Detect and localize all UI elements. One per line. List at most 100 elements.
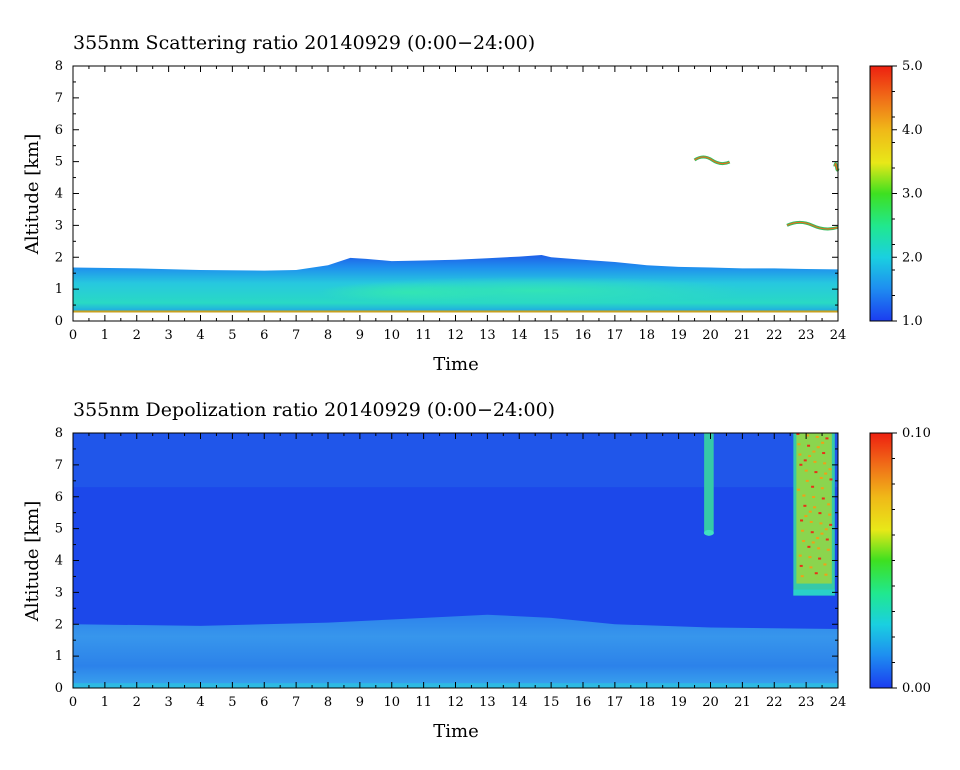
x-tick-label: 4 — [196, 328, 204, 343]
high-depolarization-speckle — [814, 471, 818, 474]
x-tick-label: 11 — [415, 328, 432, 343]
high-depolarization-speckle — [829, 523, 833, 526]
x-tick-label: 9 — [356, 328, 364, 343]
high-depolarization-speckle — [816, 446, 820, 449]
high-depolarization-speckle — [802, 494, 806, 497]
high-depolarization-speckle — [809, 520, 813, 523]
high-depolarization-speckle — [805, 479, 809, 482]
x-tick-label: 10 — [383, 695, 400, 710]
x-tick-label: 15 — [543, 695, 560, 710]
scattering-ratio-panel: 355nm Scattering ratio 20140929 (0:00−24… — [22, 32, 923, 375]
x-tick-label: 10 — [383, 328, 400, 343]
y-axis-label: Altitude [km] — [22, 134, 43, 256]
high-depolarization-speckle — [804, 515, 808, 518]
x-tick-label: 2 — [133, 328, 141, 343]
high-depolarization-speckle — [803, 504, 807, 507]
depolarization-ratio-data — [73, 433, 838, 688]
y-tick-label: 2 — [55, 617, 63, 632]
high-depolarization-speckle — [825, 437, 829, 440]
y-tick-label: 8 — [55, 426, 63, 441]
x-tick-label: 4 — [196, 695, 204, 710]
colorbar-tick-label: 4.0 — [902, 123, 923, 138]
y-tick-label: 0 — [55, 681, 63, 696]
x-tick-label: 22 — [766, 328, 783, 343]
colorbar-ticks: 0.00 0.10 — [892, 426, 931, 696]
high-depolarization-speckle — [804, 469, 808, 472]
x-tick-label: 3 — [164, 695, 172, 710]
colorbar-tick-label: 1.0 — [902, 314, 923, 329]
chart-title: 355nm Depolization ratio 20140929 (0:00−… — [73, 399, 555, 421]
x-tick-label: 22 — [766, 695, 783, 710]
high-depolarization-speckle — [813, 506, 817, 509]
high-depolarization-speckle — [820, 532, 824, 535]
high-depolarization-speckle — [811, 541, 815, 544]
x-tick-label: 17 — [607, 328, 624, 343]
x-tick-label: 0 — [69, 328, 77, 343]
x-tick-label: 18 — [638, 328, 655, 343]
x-tick-label: 16 — [575, 328, 592, 343]
high-depolarization-speckle — [800, 519, 804, 522]
x-tick-label: 7 — [292, 695, 300, 710]
x-tick-label: 1 — [101, 695, 109, 710]
high-depolarization-speckle — [797, 443, 801, 446]
x-tick-label: 18 — [638, 695, 655, 710]
cloud-base — [793, 589, 835, 596]
y-tick-label: 6 — [55, 123, 63, 138]
high-depolarization-speckle — [798, 453, 802, 456]
x-tick-label: 8 — [324, 695, 332, 710]
colorbar-tick-label: 0.10 — [902, 426, 931, 441]
high-depolarization-speckle — [819, 476, 823, 479]
y-tick-label: 1 — [55, 282, 63, 297]
x-tick-label: 23 — [798, 328, 815, 343]
high-depolarization-speckle — [802, 539, 806, 542]
plot-axes: 0 1 2 3 4 5 6 7 8 9 10 11 12 13 14 15 16 17 18 19 20 21 22 23 24… — [55, 426, 847, 710]
high-depolarization-speckle — [824, 528, 828, 531]
x-tick-label: 1 — [101, 328, 109, 343]
high-depolarization-speckle — [803, 459, 807, 462]
plot-axes: 0 1 2 3 4 5 6 7 8 9 10 11 12 13 14 15 16 17 18 19 20 21 22 23 24… — [55, 59, 847, 343]
colorbar-tick-label: 5.0 — [902, 59, 923, 74]
high-depolarization-speckle — [826, 548, 830, 551]
x-tick-label: 20 — [702, 328, 719, 343]
x-tick-label: 19 — [670, 695, 687, 710]
high-depolarization-speckle — [797, 488, 801, 491]
high-depolarization-speckle — [811, 485, 815, 488]
high-depolarization-speckle — [810, 531, 814, 534]
y-tick-label: 3 — [55, 218, 63, 233]
colorbar-tick-label: 0.00 — [902, 681, 931, 696]
high-depolarization-speckle — [819, 522, 823, 525]
y-tick-label: 6 — [55, 490, 63, 505]
high-depolarization-speckle — [820, 487, 824, 490]
y-tick-label: 1 — [55, 649, 63, 664]
high-depolarization-speckle — [817, 547, 821, 550]
x-tick-label: 24 — [830, 328, 847, 343]
high-depolarization-speckle — [829, 478, 833, 481]
upper-noise-band — [73, 433, 838, 488]
x-tick-label: 24 — [830, 695, 847, 710]
x-tick-label: 17 — [607, 695, 624, 710]
high-depolarization-speckle — [806, 434, 810, 437]
x-tick-label: 19 — [670, 328, 687, 343]
high-depolarization-speckle — [807, 545, 811, 548]
high-depolarization-speckle — [828, 513, 832, 516]
colorbar-tick-label: 2.0 — [902, 250, 923, 265]
y-tick-label: 4 — [55, 554, 63, 569]
y-tick-label: 2 — [55, 250, 63, 265]
high-depolarization-speckle — [812, 450, 816, 453]
x-tick-label: 0 — [69, 695, 77, 710]
high-depolarization-speckle — [825, 538, 829, 541]
scattering-ratio-data — [73, 155, 840, 313]
high-depolarization-speckle — [816, 537, 820, 540]
high-depolarization-speckle — [796, 433, 800, 435]
high-depolarization-speckle — [808, 454, 812, 457]
y-tick-label: 5 — [55, 522, 63, 537]
high-depolarization-speckle — [801, 529, 805, 532]
y-tick-label: 4 — [55, 187, 63, 202]
aerosol-core — [315, 282, 500, 303]
x-tick-label: 11 — [415, 695, 432, 710]
high-depolarization-speckle — [818, 557, 822, 560]
high-depolarization-speckle — [809, 566, 813, 569]
high-depolarization-speckle — [818, 512, 822, 515]
high-depolarization-speckle — [808, 556, 812, 559]
